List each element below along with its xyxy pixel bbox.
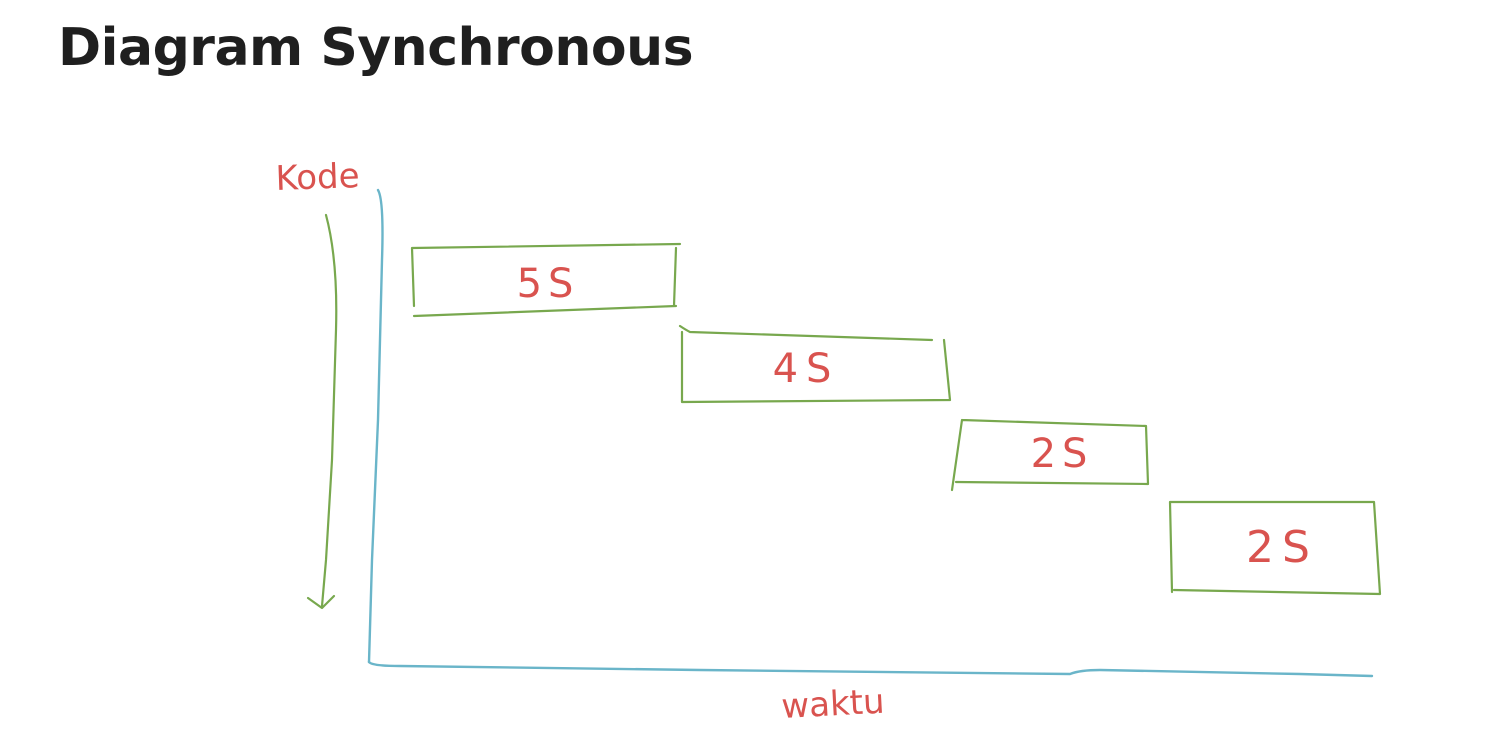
x-axis-line [367, 660, 1374, 678]
code-direction-arrow [320, 213, 338, 608]
task-label-4: 2S [1246, 522, 1318, 573]
task-box-3: 2S [950, 418, 1150, 492]
x-axis-label: waktu [780, 682, 885, 727]
task-label-1: 5S [517, 261, 580, 307]
task-box-4: 2S [1168, 500, 1382, 596]
y-axis-line [367, 188, 384, 664]
task-box-1: 5S [410, 242, 682, 318]
task-label-3: 2S [1031, 431, 1094, 477]
task-box-2: 4S [678, 324, 952, 404]
y-axis-label: Kode [275, 156, 360, 199]
arrow-head [306, 594, 336, 610]
task-label-2: 4S [773, 346, 840, 392]
page-title: Diagram Synchronous [58, 18, 694, 78]
